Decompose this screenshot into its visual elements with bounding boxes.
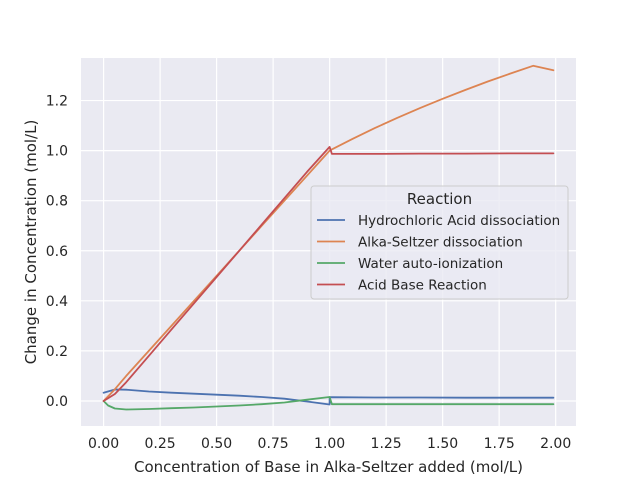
x-tick-label: 2.00: [540, 436, 571, 452]
legend-label-3: Acid Base Reaction: [358, 278, 487, 294]
legend: Reaction Hydrochloric Acid dissociation A…: [310, 185, 569, 300]
y-tick-label: 0.8: [46, 194, 68, 210]
y-tick-label: 1.0: [46, 144, 68, 160]
y-tick-label: 0.2: [46, 344, 68, 360]
x-tick-label: 1.50: [427, 436, 458, 452]
x-tick-label: 1.25: [371, 436, 402, 452]
legend-title: Reaction: [407, 190, 472, 208]
x-axis-label: Concentration of Base in Alka-Seltzer ad…: [134, 458, 523, 476]
tick-labels: 0.00 0.25 0.50 0.75 1.00 1.25 1.50 1.75 2.00 0.0 0…: [46, 94, 572, 452]
series-line-1: [102, 64, 555, 402]
legend-label-1: Alka-Seltzer dissociation: [358, 235, 523, 251]
x-tick-label: 0.75: [258, 436, 289, 452]
legend-box: [310, 185, 569, 300]
y-tick-label: 0.4: [46, 294, 68, 310]
y-tick-label: 0.0: [46, 394, 68, 410]
series-line-2: [102, 396, 555, 411]
legend-label-0: Hydrochloric Acid dissociation: [358, 213, 560, 229]
series-layer: [102, 64, 555, 411]
x-tick-label: 0.00: [88, 436, 119, 452]
x-tick-label: 1.00: [314, 436, 345, 452]
x-tick-label: 0.50: [201, 436, 232, 452]
legend-label-2: Water auto-ionization: [358, 256, 503, 272]
y-tick-label: 0.6: [46, 244, 68, 260]
series-line-0: [102, 388, 555, 406]
legend-items: Hydrochloric Acid dissociation Alka-Seltz…: [317, 213, 560, 294]
y-axis-label: Change in Concentration (mol/L): [22, 120, 40, 365]
x-tick-label: 1.75: [484, 436, 515, 452]
y-tick-label: 1.2: [46, 94, 68, 110]
x-tick-label: 0.25: [145, 436, 176, 452]
series-line-3: [102, 145, 555, 402]
